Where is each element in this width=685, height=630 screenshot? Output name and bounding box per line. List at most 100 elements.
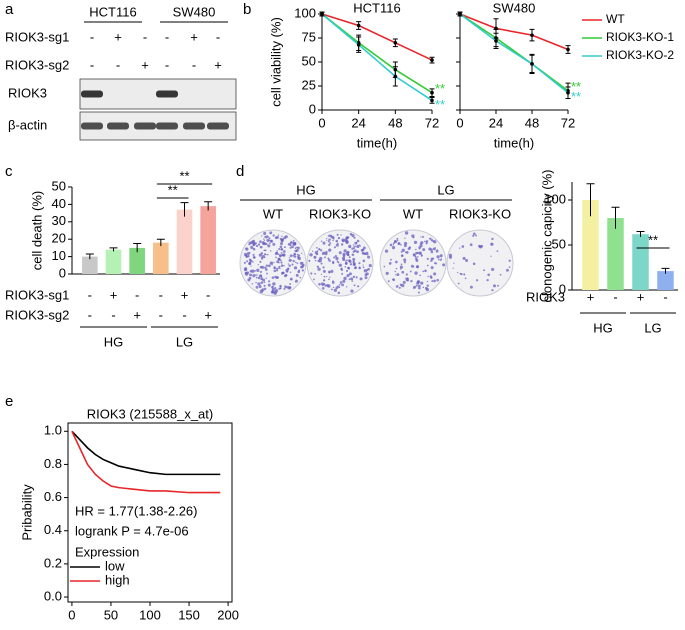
- series-line: [71, 430, 221, 476]
- colony-dot: [280, 264, 284, 267]
- colony-dot: [273, 269, 277, 273]
- error-bar: [586, 183, 595, 217]
- series-line: [459, 13, 569, 51]
- band: [107, 122, 129, 130]
- chart-title: RIOK3 (215588_x_at): [87, 406, 213, 421]
- colony-dot: [403, 258, 407, 262]
- sign: -: [165, 29, 169, 44]
- colony-dot: [261, 265, 265, 269]
- colony-dot: [342, 252, 346, 256]
- colony-dot: [426, 284, 429, 287]
- colony-dot: [322, 269, 326, 273]
- colony-dot: [414, 271, 418, 275]
- colony-dot: [332, 286, 335, 289]
- data-point: [430, 58, 434, 62]
- legend-label: high: [105, 572, 130, 587]
- colony-dot: [273, 266, 276, 269]
- colony-dot: [324, 252, 328, 256]
- colony-dot: [390, 258, 392, 261]
- colony-dot: [301, 269, 304, 272]
- sign: -: [111, 307, 115, 322]
- data-point: [393, 74, 398, 79]
- colony-dot: [255, 244, 259, 248]
- colony-dot: [249, 273, 252, 277]
- data-point: [566, 90, 570, 95]
- colony-dot: [294, 247, 297, 250]
- colony-dot: [410, 279, 413, 283]
- colony-dot: [348, 278, 351, 281]
- colony-dot: [403, 241, 408, 246]
- colony-dot: [400, 251, 403, 253]
- colony-dot: [338, 263, 342, 267]
- y-tick-label: 0.4: [44, 522, 62, 537]
- colony-dot: [344, 266, 347, 268]
- colony-dot: [321, 283, 324, 287]
- colony-dot: [283, 288, 286, 290]
- colony-dot: [289, 277, 293, 281]
- colony-dot: [464, 277, 467, 280]
- colony-dot: [256, 268, 260, 272]
- legend-title: Expression: [75, 544, 139, 559]
- colony-dot: [278, 267, 280, 270]
- colony-dot: [261, 278, 263, 280]
- colony-dot: [313, 256, 316, 258]
- colony-dot: [247, 278, 251, 282]
- y-tick-label: 25: [302, 77, 316, 92]
- colony-dot: [260, 274, 263, 277]
- colony-dot: [274, 236, 278, 240]
- sign: +: [110, 287, 118, 302]
- colony-dot: [335, 243, 339, 247]
- colony-dot: [330, 269, 334, 273]
- sign: -: [116, 57, 120, 72]
- colony-dot: [384, 249, 389, 253]
- colony-dot: [337, 237, 340, 240]
- colony-dot: [343, 249, 347, 253]
- colony-dot: [334, 255, 338, 258]
- colony-dot: [350, 277, 354, 281]
- significance: **: [648, 232, 658, 247]
- colony-dot: [260, 256, 263, 259]
- colony-dot: [459, 247, 461, 249]
- colony-dot: [401, 270, 405, 274]
- x-tick-label: 72: [561, 115, 575, 130]
- colony-dot: [461, 245, 465, 248]
- colony-dot: [329, 234, 333, 238]
- plate-label: WT: [263, 206, 283, 221]
- colony-dot: [264, 266, 267, 269]
- sign: -: [88, 307, 92, 322]
- sign: -: [135, 287, 139, 302]
- panel-label: b: [243, 1, 251, 18]
- colony-dot: [425, 240, 429, 243]
- series-line: [321, 13, 433, 61]
- colony-dot: [462, 256, 466, 260]
- sign: +: [190, 29, 198, 44]
- colony-dot: [259, 245, 263, 249]
- colony-dot: [394, 274, 397, 276]
- colony-dot: [275, 267, 279, 271]
- colony-dot: [353, 244, 355, 246]
- x-axis-label: Time(mouths): [110, 627, 190, 630]
- colony-dot: [281, 238, 284, 241]
- sign: -: [90, 29, 94, 44]
- sign: -: [90, 57, 94, 72]
- colony-dot: [280, 261, 283, 264]
- colony-dot: [399, 265, 404, 269]
- colony-dot: [486, 278, 489, 282]
- colony-dot: [278, 248, 281, 251]
- colony-dot: [403, 244, 407, 248]
- sign: -: [159, 307, 163, 322]
- data-point: [494, 39, 498, 43]
- colony-dot: [317, 267, 321, 271]
- colony-dot: [322, 279, 326, 282]
- colony-dot: [355, 241, 358, 244]
- x-tick-label: 48: [525, 115, 539, 130]
- panel-label: c: [5, 163, 13, 180]
- colony-dot: [436, 278, 439, 282]
- colony-dot: [395, 285, 399, 288]
- colony-dot: [287, 263, 290, 265]
- colony-dot: [330, 288, 333, 291]
- colony-dot: [255, 285, 259, 289]
- colony-dot: [313, 278, 315, 281]
- colony-dot: [410, 264, 414, 268]
- colony-dot: [394, 240, 398, 244]
